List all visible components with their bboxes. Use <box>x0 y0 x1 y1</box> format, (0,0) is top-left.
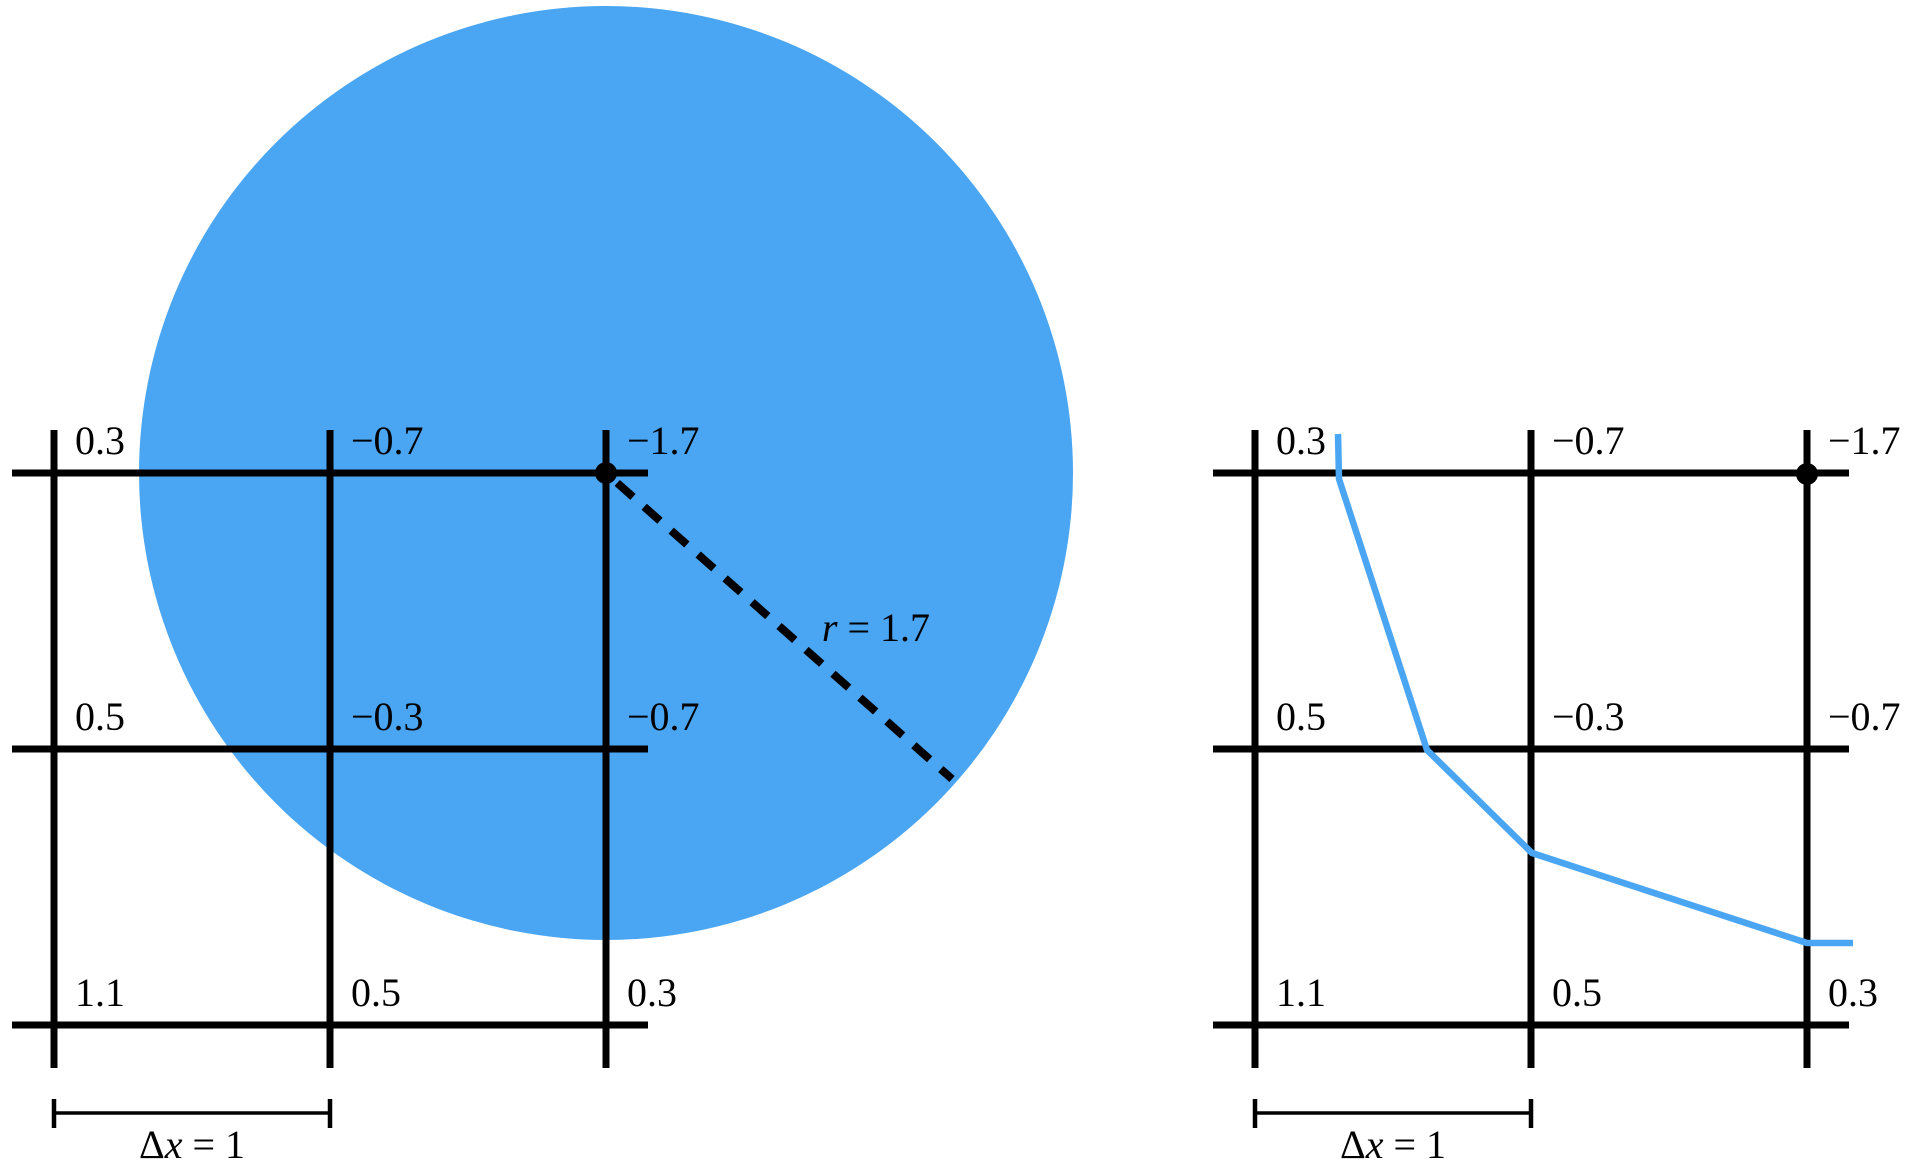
left-diagram: 0.3 −0.7 −1.70.5 −0.3 −0.71.1 0.5 0.3 r = 1.7 … <box>12 6 1073 1167</box>
grid-value-label: −1.7 <box>1828 418 1901 463</box>
grid-point-dot <box>1796 463 1818 485</box>
radius-variable: r <box>822 605 838 650</box>
dx-value: = 1 <box>1383 1122 1446 1167</box>
grid-value-label: 0.5 <box>1552 970 1602 1015</box>
dx-label-left: Δx = 1 <box>139 1122 245 1167</box>
grid-value-label: 0.3 <box>627 970 677 1015</box>
grid-value-label: −0.7 <box>627 694 700 739</box>
grid-value-label: −0.7 <box>1552 418 1625 463</box>
dx-bracket-right <box>1252 1099 1534 1128</box>
grid-value-label: 0.3 <box>1828 970 1878 1015</box>
grid-value-label: −0.7 <box>1828 694 1901 739</box>
grid-value-label: −1.7 <box>627 418 700 463</box>
grid-value-label: 0.3 <box>75 418 125 463</box>
circle-center-dot <box>595 462 617 484</box>
grid-value-label: 1.1 <box>75 970 125 1015</box>
dx-variable: x <box>164 1122 183 1167</box>
grid-value-label: −0.3 <box>351 694 424 739</box>
grid-value-label: −0.7 <box>351 418 424 463</box>
left-grid-lines <box>12 430 648 1068</box>
delta-symbol: Δ <box>139 1122 165 1167</box>
dx-value: = 1 <box>182 1122 245 1167</box>
right-grid-value-labels: 0.3 −0.7 −1.7 0.5 −0.3 −0.7 1.1 0.5 0.3 <box>1276 418 1901 1015</box>
delta-symbol: Δ <box>1340 1122 1366 1167</box>
radius-value: = 1.7 <box>838 605 931 650</box>
grid-value-label: 1.1 <box>1276 970 1326 1015</box>
radius-dashed-line <box>603 470 955 782</box>
grid-value-label: 0.5 <box>1276 694 1326 739</box>
dx-bracket-left <box>51 1099 333 1128</box>
interface-polyline <box>1334 433 1853 947</box>
grid-value-label: 0.5 <box>75 694 125 739</box>
dx-variable: x <box>1365 1122 1384 1167</box>
grid-value-label: 0.5 <box>351 970 401 1015</box>
grid-value-label: 0.3 <box>1276 418 1326 463</box>
left-grid-value-labels: 0.3 −0.7 −1.7 0.5 −0.3 −0.7 1.1 0.5 0.3 <box>75 418 700 1015</box>
right-diagram: 0.3 −0.7 −1.7 0.5 −0.3 −0.7 1.1 0.5 0.3 Δx = 1 <box>1213 418 1901 1167</box>
dx-label-right: Δx = 1 <box>1340 1122 1446 1167</box>
grid-value-label: −0.3 <box>1552 694 1625 739</box>
radius-label: r = 1.7 <box>822 605 930 650</box>
right-grid-lines <box>1213 430 1849 1068</box>
